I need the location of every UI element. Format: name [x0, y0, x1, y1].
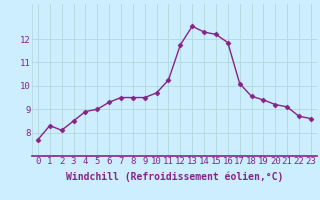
X-axis label: Windchill (Refroidissement éolien,°C): Windchill (Refroidissement éolien,°C): [66, 172, 283, 182]
